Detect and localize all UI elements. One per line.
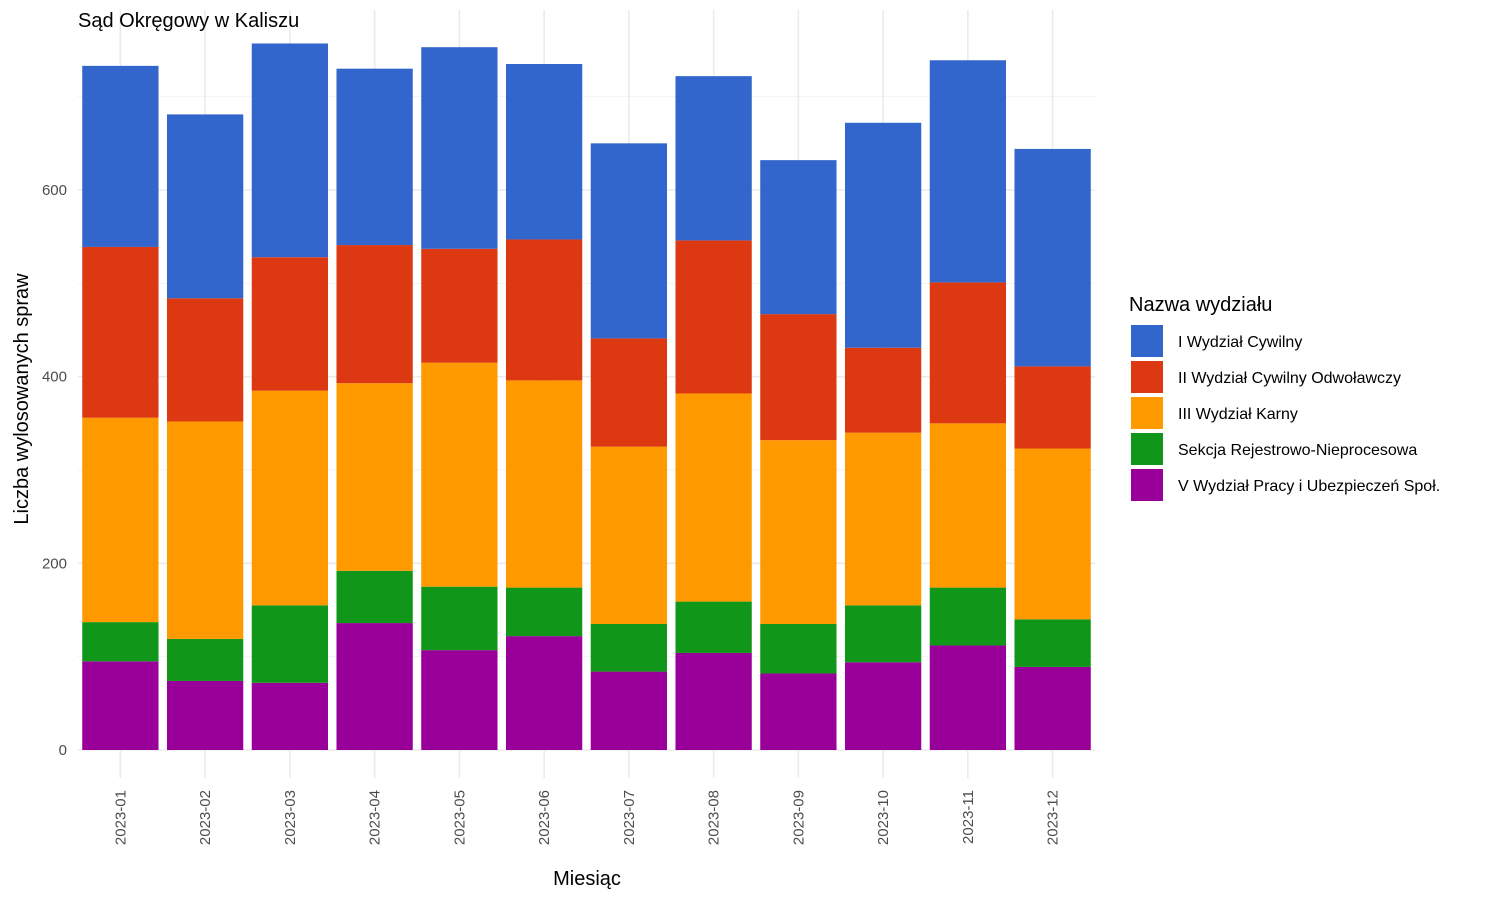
- bar-segment: [336, 570, 413, 624]
- bar-segment: [505, 239, 583, 381]
- bar-segment: [166, 680, 244, 750]
- bar-segment: [251, 682, 329, 750]
- bar-segment: [844, 662, 922, 750]
- legend-swatch: [1131, 361, 1163, 393]
- bar-segment: [505, 587, 583, 637]
- bar-segment: [1014, 148, 1091, 367]
- bar-segment: [1014, 448, 1091, 620]
- y-tick-label: 400: [42, 369, 67, 386]
- legend-label: III Wydział Karny: [1178, 406, 1298, 423]
- bar-segment: [760, 314, 837, 441]
- bar-segment: [590, 338, 668, 447]
- bar-segment: [336, 623, 413, 750]
- x-tick-label: 2023-02: [197, 790, 214, 845]
- legend-swatch: [1131, 397, 1163, 429]
- legend-items: I Wydział Cywilny II Wydział Cywilny Odwo…: [1131, 325, 1440, 501]
- bar-segment: [760, 440, 837, 624]
- x-tick-label: 2023-04: [367, 790, 384, 845]
- y-tick-label: 0: [59, 742, 67, 759]
- bar-segment: [166, 421, 244, 639]
- bar-segment: [421, 248, 498, 363]
- bar-segment: [421, 47, 498, 249]
- legend-title: Nazwa wydziału: [1129, 294, 1272, 316]
- bar-segment: [590, 143, 668, 339]
- bar-segment: [1014, 619, 1091, 667]
- legend-label: II Wydział Cywilny Odwoławczy: [1178, 370, 1401, 387]
- legend-label: I Wydział Cywilny: [1178, 334, 1302, 351]
- bar-segment: [929, 587, 1007, 646]
- bar-segment: [251, 605, 329, 683]
- x-tick-label: 2023-08: [706, 790, 723, 845]
- bar-segment: [251, 43, 329, 258]
- bar-segment: [251, 257, 329, 391]
- bar-segment: [929, 423, 1007, 588]
- bars: [82, 43, 1091, 750]
- bar-segment: [82, 65, 159, 247]
- bar-segment: [760, 624, 837, 674]
- legend-label: V Wydział Pracy i Ubezpieczeń Społ.: [1178, 478, 1440, 495]
- x-axis-title: Miesiąc: [553, 868, 621, 890]
- bar-segment: [844, 605, 922, 663]
- bar-segment: [675, 652, 752, 750]
- bar-segment: [336, 68, 413, 246]
- bar-segment: [675, 240, 752, 394]
- bar-segment: [929, 645, 1007, 750]
- bar-segment: [505, 380, 583, 588]
- bar-segment: [675, 601, 752, 653]
- legend-swatch: [1131, 325, 1163, 357]
- bar-segment: [166, 638, 244, 681]
- x-tick-label: 2023-11: [960, 790, 977, 844]
- bar-segment: [590, 446, 668, 624]
- y-tick-label: 200: [42, 555, 67, 572]
- bar-segment: [675, 393, 752, 602]
- y-tick-label: 600: [42, 182, 67, 199]
- legend: Nazwa wydziału I Wydział Cywilny II Wydzi…: [1129, 294, 1440, 501]
- x-tick-label: 2023-06: [536, 790, 553, 845]
- x-tick-label: 2023-03: [282, 790, 299, 845]
- bar-segment: [166, 114, 244, 299]
- bar-segment: [1014, 666, 1091, 750]
- bar-segment: [505, 636, 583, 750]
- bar-segment: [844, 432, 922, 606]
- bar-segment: [590, 671, 668, 750]
- bar-segment: [929, 60, 1007, 283]
- bar-segment: [675, 76, 752, 241]
- bar-segment: [844, 347, 922, 433]
- bar-segment: [421, 586, 498, 651]
- bar-segment: [929, 282, 1007, 424]
- bar-segment: [505, 64, 583, 240]
- bar-segment: [760, 673, 837, 750]
- chart-title: Sąd Okręgowy w Kaliszu: [78, 10, 299, 32]
- bar-segment: [82, 417, 159, 623]
- x-tick-label: 2023-05: [451, 790, 468, 845]
- x-tick-label: 2023-07: [621, 790, 638, 845]
- legend-swatch: [1131, 469, 1163, 501]
- bar-segment: [336, 383, 413, 571]
- bar-segment: [82, 622, 159, 662]
- bar-segment: [760, 160, 837, 315]
- bar-segment: [336, 245, 413, 384]
- bar-segment: [421, 650, 498, 750]
- bar-segment: [590, 624, 668, 672]
- bar-segment: [82, 661, 159, 750]
- x-axis-ticks: 2023-01 2023-02 2023-03 2023-04 2023-05 2023-…: [112, 790, 1061, 845]
- x-tick-label: 2023-10: [875, 790, 892, 845]
- x-tick-label: 2023-09: [790, 790, 807, 845]
- x-tick-label: 2023-01: [112, 790, 129, 845]
- bar-segment: [251, 390, 329, 606]
- x-tick-label: 2023-12: [1045, 790, 1062, 845]
- y-axis-title: Liczba wylosowanych spraw: [11, 273, 33, 525]
- legend-swatch: [1131, 433, 1163, 465]
- bar-segment: [166, 298, 244, 422]
- bar-segment: [421, 362, 498, 587]
- legend-label: Sekcja Rejestrowo-Nieprocesowa: [1178, 442, 1417, 459]
- bar-segment: [1014, 366, 1091, 449]
- bar-segment: [82, 246, 159, 418]
- bar-segment: [844, 122, 922, 348]
- y-axis-ticks: 0 200 400 600: [42, 182, 67, 759]
